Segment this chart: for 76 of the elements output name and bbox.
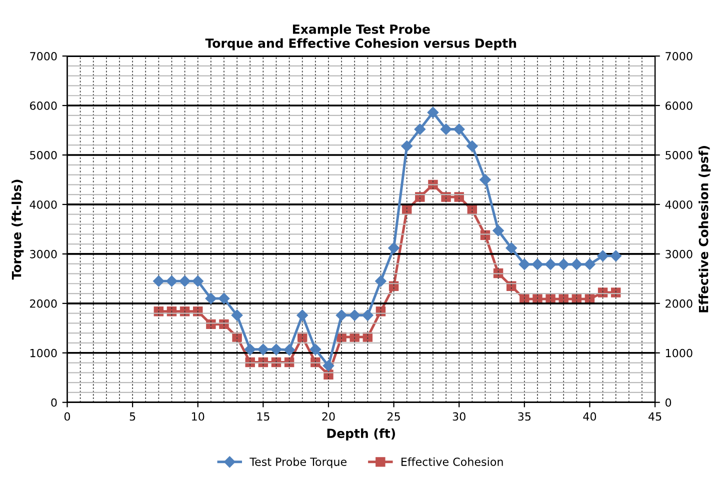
point <box>349 310 360 321</box>
y2-tick-label: 1000 <box>666 348 692 358</box>
point <box>597 250 608 262</box>
point <box>518 258 530 270</box>
x-tick-label: 15 <box>257 412 270 421</box>
point <box>414 124 426 135</box>
y2-tick-label: 6000 <box>666 101 692 110</box>
x-tick-label: 5 <box>130 412 136 421</box>
point <box>322 360 334 372</box>
x-tick-label: 35 <box>518 412 531 421</box>
point <box>205 292 217 304</box>
x-tick-label: 20 <box>322 412 335 421</box>
x-tick-label: 0 <box>64 412 70 421</box>
point <box>480 174 491 186</box>
y-tick-label: 3000 <box>30 250 57 258</box>
point <box>284 344 295 356</box>
y-tick-label: 5000 <box>30 150 57 160</box>
point <box>362 310 374 321</box>
x-tick-label: 45 <box>648 412 662 421</box>
y2-tick-label: 5000 <box>666 150 692 160</box>
y-tick-label: 0 <box>51 398 57 407</box>
y2-tick-label: 7000 <box>666 52 692 60</box>
point <box>401 140 412 152</box>
point <box>362 332 373 342</box>
point <box>584 258 596 270</box>
point <box>454 124 465 135</box>
point <box>270 344 282 356</box>
point <box>492 225 504 236</box>
point <box>610 250 622 262</box>
point <box>558 258 570 270</box>
point <box>506 242 517 254</box>
point <box>244 344 256 356</box>
point <box>153 276 164 287</box>
point <box>218 292 230 304</box>
y-tick-label: 6000 <box>30 101 57 110</box>
y2-tick-label: 0 <box>665 398 672 407</box>
y2-tick-label: 3000 <box>666 250 692 258</box>
point <box>192 276 204 287</box>
y2-tick-label: 2000 <box>666 299 692 308</box>
legend-label: Test Probe Torque <box>250 457 346 468</box>
point <box>415 192 425 202</box>
point <box>441 192 451 202</box>
y2-tick-label: 4000 <box>665 200 692 209</box>
point <box>440 124 452 135</box>
point <box>427 106 439 118</box>
point <box>336 310 348 321</box>
point <box>166 276 178 287</box>
y-axis-title: Torque (ft-lbs) <box>12 180 24 280</box>
legend-label: Effective Cohesion <box>402 457 503 466</box>
y-tick-label: 4000 <box>30 200 57 209</box>
x-axis-title: Depth (ft) <box>327 428 395 440</box>
point <box>231 310 243 321</box>
point <box>375 276 386 287</box>
point <box>571 258 582 270</box>
point <box>388 281 399 291</box>
x-tick-label: 25 <box>388 412 400 421</box>
point <box>350 332 360 342</box>
point <box>454 192 464 202</box>
point <box>598 288 608 298</box>
point <box>532 258 544 270</box>
y-tick-label: 7000 <box>30 52 57 60</box>
chart-title: Example Test Probe Torque and Effective Cohesion versus Depth <box>205 24 516 50</box>
point <box>466 140 478 152</box>
point <box>544 258 556 270</box>
point <box>258 344 269 356</box>
point <box>179 276 190 287</box>
y-tick-label: 2000 <box>30 299 57 308</box>
point <box>310 344 322 356</box>
x-tick-label: 40 <box>583 412 596 421</box>
point <box>388 242 400 254</box>
x-tick-label: 10 <box>192 412 204 421</box>
point <box>232 332 242 342</box>
point <box>296 310 308 321</box>
y2-axis-title: Effective Cohesion (psf) <box>698 146 711 312</box>
x-tick-label: 30 <box>452 412 466 421</box>
y-tick-label: 1000 <box>30 348 57 358</box>
